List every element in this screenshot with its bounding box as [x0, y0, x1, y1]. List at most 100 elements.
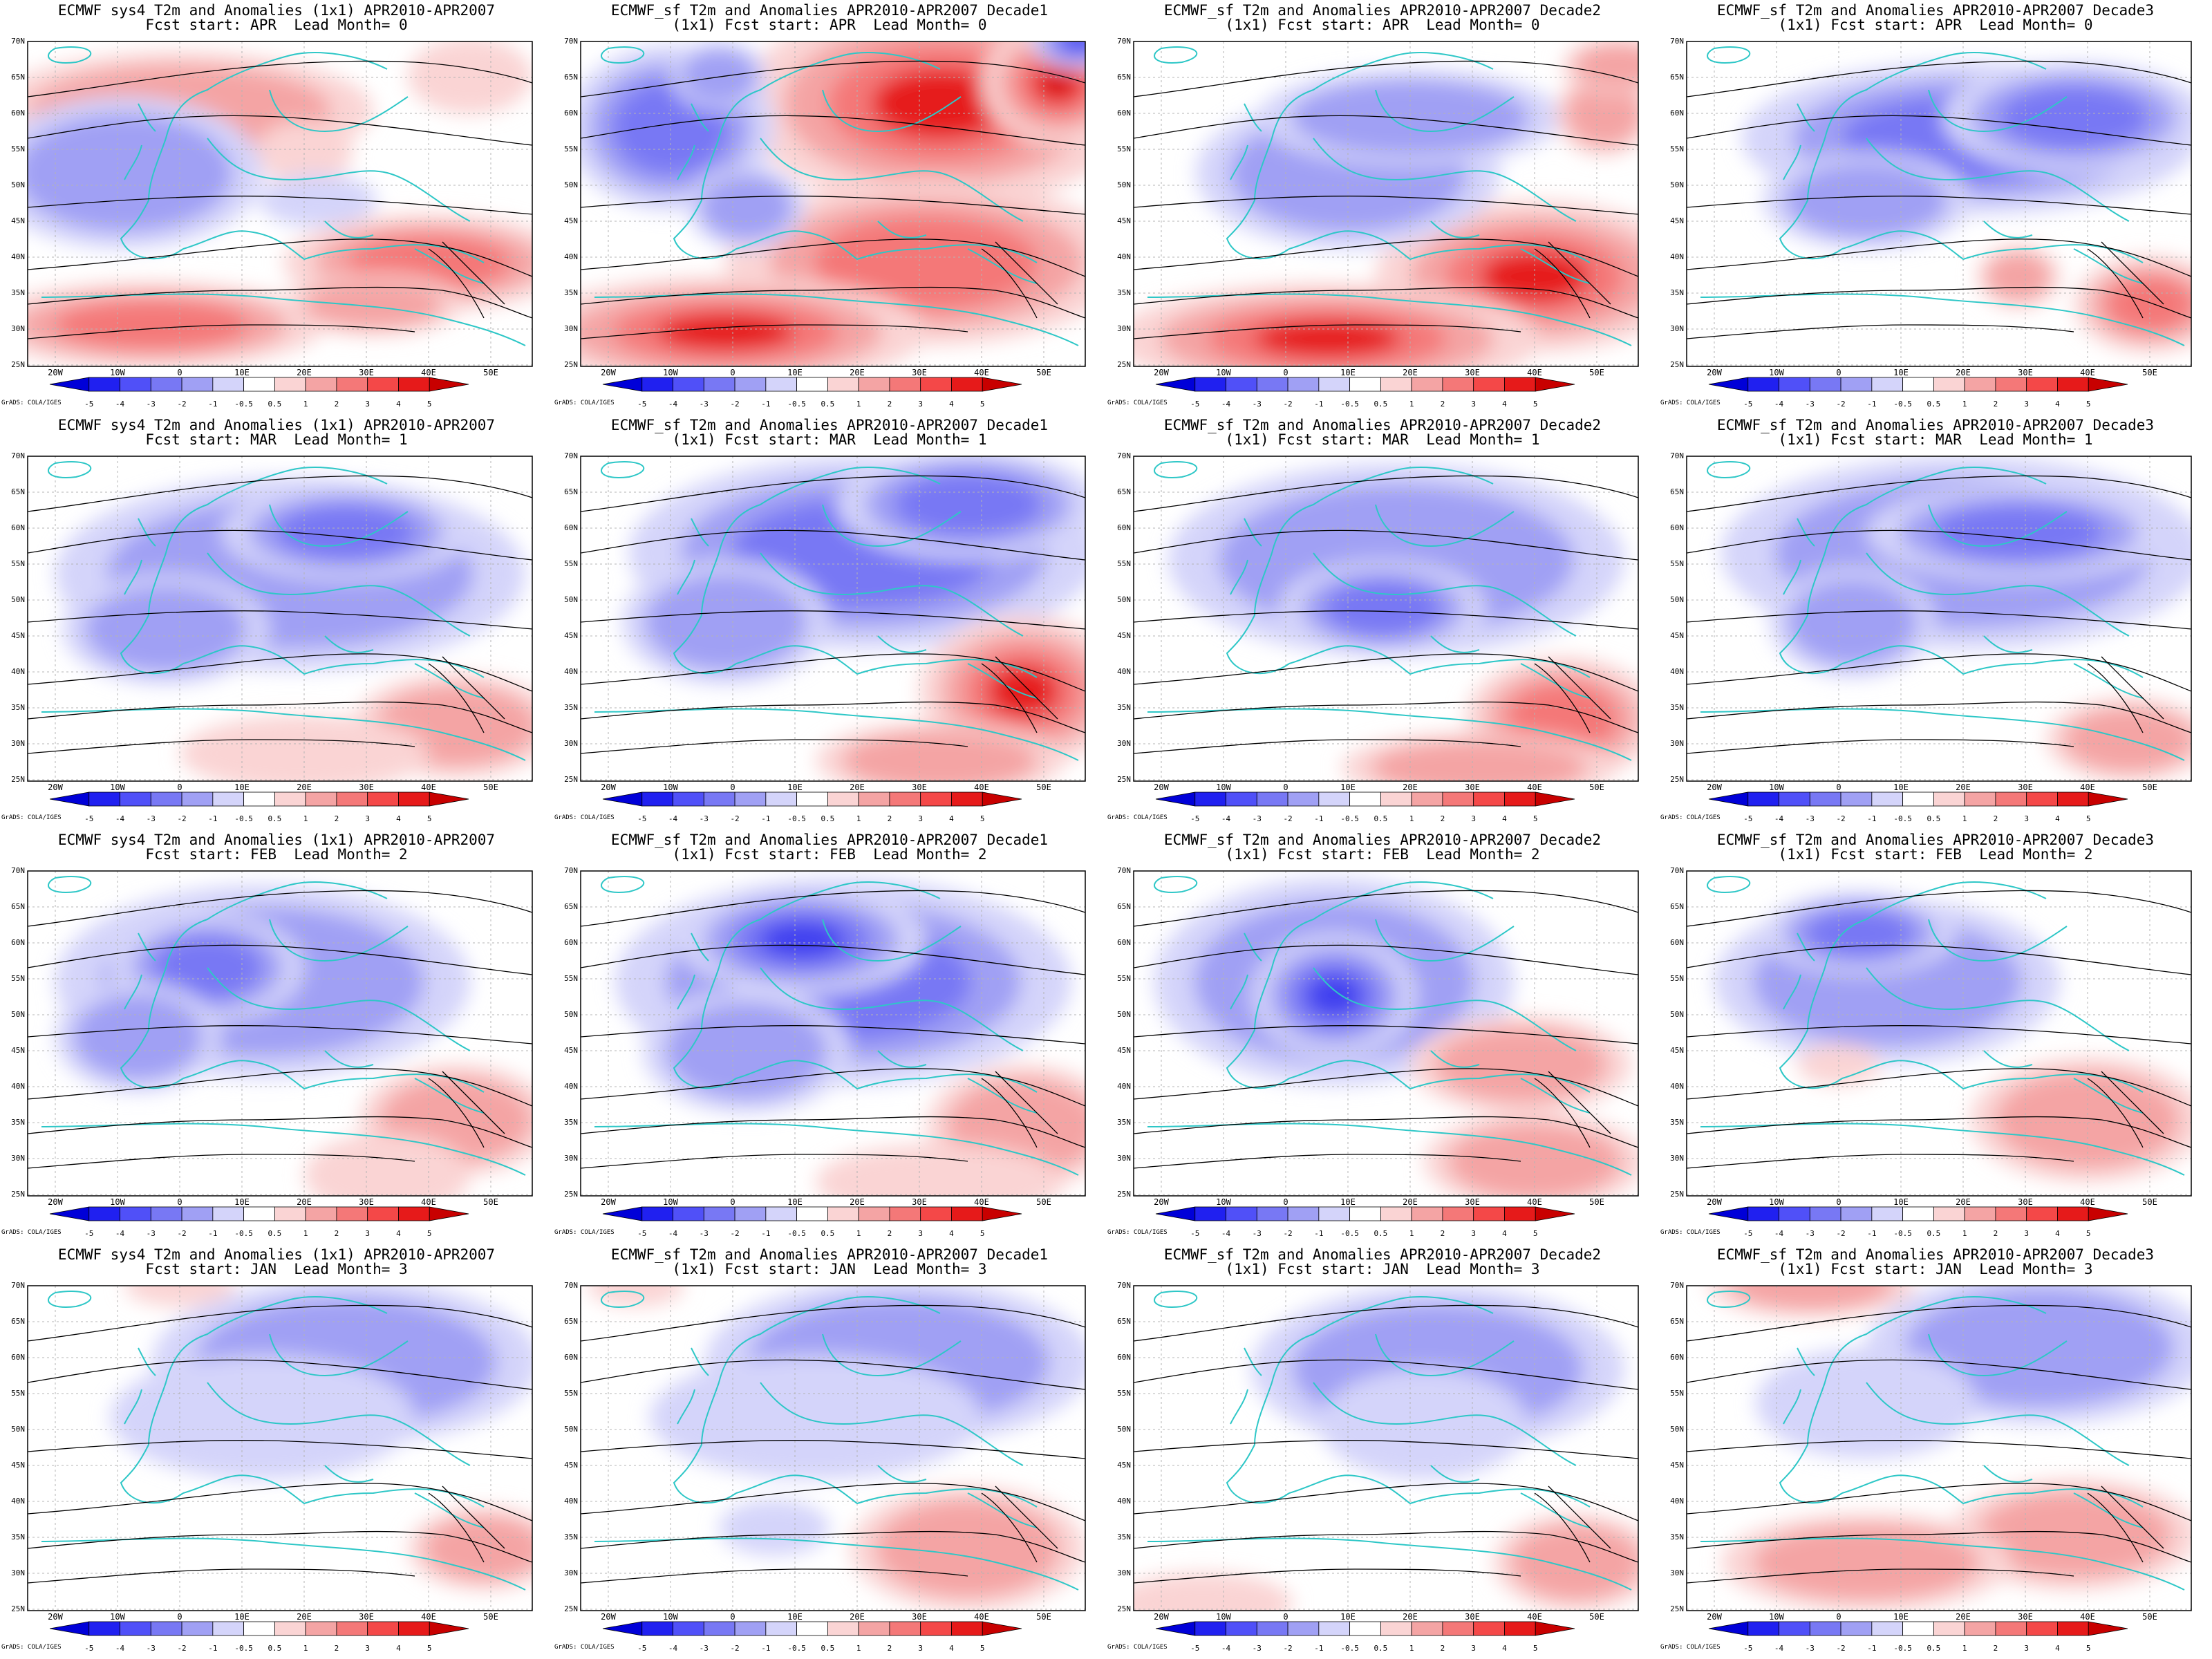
lon-tick-label: 10E	[1893, 1612, 1909, 1622]
lat-tick-label: 45N	[11, 1046, 25, 1055]
lon-tick-label: 10E	[787, 1197, 803, 1207]
map-panel: ECMWF_sf T2m and Anomalies APR2010-APR20…	[553, 830, 1106, 1244]
colorbar-tick-label: -1	[761, 400, 771, 409]
map-canvas	[580, 870, 1086, 1221]
lat-tick-label: 40N	[564, 1082, 578, 1091]
contour-line	[28, 324, 415, 339]
lon-tick-label: 30E	[912, 1197, 927, 1207]
lon-tick-label: 20W	[1707, 1612, 1722, 1622]
coastline	[1430, 1050, 1591, 1114]
colorbar-tick-label: -4	[1221, 1229, 1231, 1238]
cold-anomaly-area	[719, 1500, 830, 1555]
colorbar-tick-label: -5	[637, 814, 647, 823]
lat-tick-label: 70N	[564, 451, 578, 460]
contour-line	[1134, 324, 1521, 339]
colorbar-tick-label: -3	[1252, 1644, 1262, 1653]
lat-tick-label: 30N	[1670, 324, 1684, 333]
lon-tick-label: 10W	[1769, 1612, 1784, 1622]
colorbar-segment	[1194, 377, 1226, 392]
colorbar-tick-label: -0.5	[1340, 1229, 1359, 1238]
coastline	[1313, 552, 1577, 637]
colorbar-tick-label: -2	[1283, 1229, 1293, 1238]
coastline	[120, 967, 184, 1089]
grads-credit: GrADS: COLA/IGES	[1660, 400, 1721, 406]
colorbar-tick-label: 5	[2086, 400, 2091, 409]
panel-title: ECMWF_sf T2m and Anomalies APR2010-APR20…	[610, 1246, 1049, 1263]
lat-tick-label: 70N	[11, 1281, 25, 1290]
colorbar-segment	[1256, 1621, 1288, 1636]
lat-tick-label: 30N	[11, 739, 25, 748]
lon-tick-label: 50E	[483, 1612, 498, 1622]
colorbar-segment	[305, 1206, 337, 1221]
panel-subtitle: (1x1) Fcst start: FEB Lead Month= 2	[1778, 846, 2093, 863]
colorbar-tick-label: -2	[730, 1229, 740, 1238]
lon-tick-label: 10W	[110, 782, 125, 792]
colorbar-tick-label: -5	[1190, 400, 1200, 409]
colorbar-tick-label: -1	[1314, 1644, 1324, 1653]
colorbar-segment	[1840, 791, 1873, 807]
lat-tick-label: 40N	[11, 1497, 25, 1506]
cold-anomaly-area	[1062, 41, 1085, 51]
contour-line	[2087, 1485, 2164, 1563]
contour-line	[1687, 529, 2191, 561]
contour-line	[581, 739, 968, 754]
contour-line	[1534, 241, 1611, 319]
lon-tick-label: 20W	[48, 782, 63, 792]
colorbar-segment	[673, 1206, 704, 1221]
contour-line	[1687, 238, 2191, 277]
colorbar-tick-label: 0.5	[1374, 1644, 1388, 1653]
panel-title: ECMWF sys4 T2m and Anomalies (1x1) APR20…	[57, 2, 496, 19]
lat-tick-label: 70N	[1670, 1281, 1684, 1290]
colorbar-tick-label: 0.5	[1374, 1229, 1388, 1238]
coastline	[1707, 876, 1751, 893]
map-panel: ECMWF sys4 T2m and Anomalies (1x1) APR20…	[0, 830, 553, 1244]
colorbar-segment	[1349, 1206, 1381, 1221]
lat-tick-label: 55N	[1670, 144, 1684, 153]
colorbar-segment	[796, 791, 828, 807]
lat-tick-label: 30N	[1670, 1568, 1684, 1577]
map-panel: ECMWF_sf T2m and Anomalies APR2010-APR20…	[553, 1244, 1106, 1659]
map-frame	[1686, 870, 2192, 1197]
lat-tick-label: 50N	[11, 1425, 25, 1434]
coastline	[324, 1465, 485, 1528]
lon-tick-label: 10W	[663, 1612, 678, 1622]
map-frame	[1686, 1285, 2192, 1611]
lat-tick-label: 40N	[1117, 252, 1131, 261]
map-panel: ECMWF sys4 T2m and Anomalies (1x1) APR20…	[0, 415, 553, 830]
coastline	[120, 138, 184, 260]
colorbar-tick-label: -2	[1836, 1644, 1846, 1653]
coastline	[718, 881, 941, 968]
colorbar-tick-label: -1	[1867, 400, 1877, 409]
colorbar-segment	[982, 791, 1022, 807]
warm-anomaly-area	[256, 121, 353, 183]
colorbar-segment	[1226, 1621, 1257, 1636]
lat-tick-label: 50N	[1670, 595, 1684, 604]
colorbar-tick-label: 4	[2055, 400, 2060, 409]
colorbar-tick-label: -3	[1252, 400, 1262, 409]
colorbar-segment	[88, 791, 120, 807]
colorbar-segment	[181, 377, 214, 392]
coastline	[207, 552, 471, 637]
colorbar-segment	[796, 377, 828, 392]
colorbar-segment	[602, 1621, 643, 1636]
colorbar-tick-label: 5	[980, 814, 985, 823]
colorbar-segment	[889, 377, 921, 392]
coastline	[1983, 635, 2144, 699]
colorbar-segment	[274, 791, 306, 807]
lat-tick-label: 50N	[1670, 1010, 1684, 1019]
colorbar-segment	[1902, 791, 1934, 807]
colorbar	[1155, 791, 1575, 807]
lat-tick-label: 45N	[1670, 216, 1684, 225]
lat-tick-label: 70N	[1117, 866, 1131, 875]
panel-title: ECMWF_sf T2m and Anomalies APR2010-APR20…	[1163, 2, 1602, 19]
contour-line	[2087, 656, 2164, 733]
lon-tick-label: 0	[730, 1197, 735, 1207]
coastline	[1271, 1296, 1494, 1383]
map-frame	[27, 1285, 533, 1611]
cold-anomaly-area	[650, 1355, 982, 1479]
cold-anomaly-area	[1785, 162, 1947, 238]
colorbar-segment	[602, 791, 643, 807]
contour-line	[1687, 1116, 2191, 1148]
colorbar-segment	[367, 1621, 399, 1636]
colorbar-tick-label: 4	[396, 1229, 401, 1238]
